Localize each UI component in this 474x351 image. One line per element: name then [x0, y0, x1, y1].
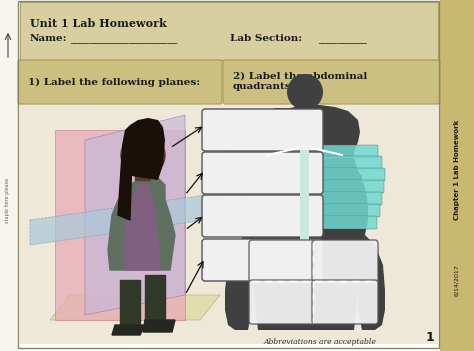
- FancyBboxPatch shape: [202, 109, 323, 151]
- Text: __________: __________: [318, 34, 367, 44]
- Text: 1: 1: [426, 331, 434, 344]
- Polygon shape: [332, 162, 368, 215]
- FancyBboxPatch shape: [249, 280, 315, 324]
- Polygon shape: [85, 115, 185, 315]
- Text: 6/14/2017: 6/14/2017: [455, 264, 459, 296]
- Polygon shape: [230, 192, 302, 204]
- Polygon shape: [108, 175, 175, 270]
- FancyBboxPatch shape: [223, 60, 440, 104]
- Polygon shape: [145, 275, 165, 330]
- FancyBboxPatch shape: [312, 280, 378, 324]
- Text: staple here please: staple here please: [6, 178, 10, 223]
- Polygon shape: [234, 145, 302, 157]
- Bar: [0, 0, 18, 351]
- Polygon shape: [232, 204, 302, 216]
- FancyBboxPatch shape: [202, 152, 323, 194]
- Polygon shape: [143, 320, 175, 332]
- Text: ______________________: ______________________: [70, 34, 177, 44]
- Bar: [440, 0, 474, 351]
- Polygon shape: [135, 165, 150, 180]
- FancyBboxPatch shape: [202, 239, 323, 281]
- Text: Unit 1 Lab Homework: Unit 1 Lab Homework: [30, 18, 167, 29]
- Text: Chapter 1 Lab Homework: Chapter 1 Lab Homework: [454, 120, 460, 220]
- Text: Name:: Name:: [30, 34, 67, 43]
- FancyBboxPatch shape: [18, 60, 222, 104]
- Polygon shape: [120, 280, 140, 330]
- FancyBboxPatch shape: [308, 204, 380, 217]
- FancyBboxPatch shape: [308, 168, 385, 181]
- Polygon shape: [124, 185, 160, 270]
- Polygon shape: [358, 235, 385, 330]
- Bar: [18, 0, 440, 351]
- FancyBboxPatch shape: [308, 180, 384, 193]
- FancyBboxPatch shape: [227, 192, 301, 205]
- Polygon shape: [55, 130, 185, 320]
- Bar: [300, 150, 309, 240]
- Polygon shape: [230, 156, 302, 168]
- Polygon shape: [242, 162, 278, 215]
- Polygon shape: [50, 295, 220, 320]
- Polygon shape: [227, 168, 302, 180]
- Text: 1) Label the following planes:: 1) Label the following planes:: [28, 78, 200, 87]
- Polygon shape: [122, 118, 165, 180]
- FancyBboxPatch shape: [308, 145, 378, 158]
- Polygon shape: [225, 235, 252, 330]
- FancyBboxPatch shape: [229, 204, 301, 217]
- FancyBboxPatch shape: [249, 240, 315, 284]
- Bar: [20, 104, 438, 344]
- Polygon shape: [112, 325, 145, 335]
- FancyBboxPatch shape: [224, 168, 301, 181]
- Circle shape: [287, 74, 323, 110]
- Text: 2) Label the abdominal
quadrants:: 2) Label the abdominal quadrants:: [233, 72, 367, 91]
- FancyBboxPatch shape: [308, 216, 377, 229]
- Bar: [296, 100, 314, 114]
- Polygon shape: [235, 216, 302, 228]
- FancyBboxPatch shape: [232, 216, 301, 229]
- Polygon shape: [118, 155, 132, 220]
- Text: Abbreviations are acceptable: Abbreviations are acceptable: [264, 338, 376, 346]
- FancyBboxPatch shape: [308, 156, 382, 169]
- Text: Lab Section:: Lab Section:: [230, 34, 302, 43]
- FancyBboxPatch shape: [312, 240, 378, 284]
- Polygon shape: [30, 195, 205, 245]
- FancyBboxPatch shape: [20, 2, 438, 60]
- FancyBboxPatch shape: [225, 180, 301, 193]
- FancyBboxPatch shape: [308, 192, 382, 205]
- Polygon shape: [242, 105, 368, 330]
- Circle shape: [121, 133, 165, 177]
- Polygon shape: [228, 180, 302, 192]
- FancyBboxPatch shape: [231, 145, 301, 158]
- FancyBboxPatch shape: [202, 195, 323, 237]
- FancyBboxPatch shape: [227, 156, 301, 169]
